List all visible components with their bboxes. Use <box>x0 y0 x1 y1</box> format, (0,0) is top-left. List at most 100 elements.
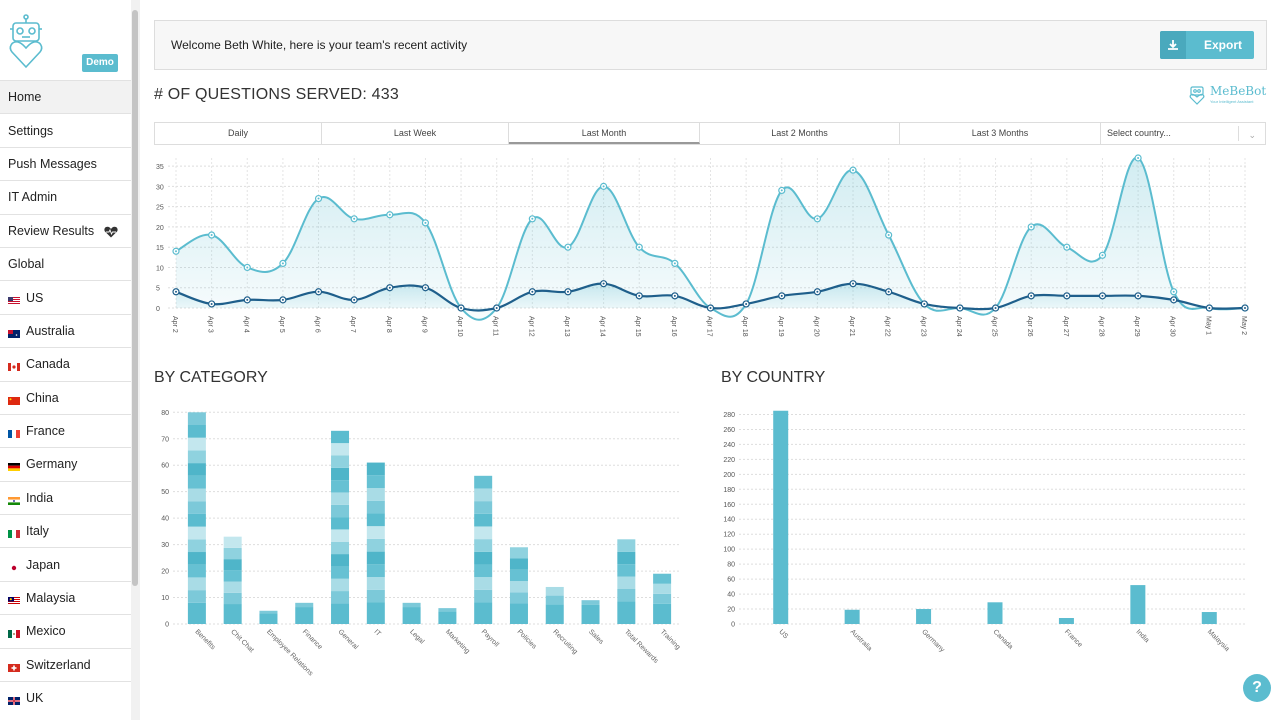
bar-segment <box>474 513 493 527</box>
data-point-dot <box>602 282 605 285</box>
tab-daily[interactable]: Daily <box>155 123 322 144</box>
sidebar-item-australia[interactable]: Australia <box>0 313 131 347</box>
y-tick-label: 60 <box>161 463 169 470</box>
sidebar-scrollbar-thumb[interactable] <box>132 10 138 586</box>
sidebar-item-us[interactable]: US <box>0 280 131 313</box>
sidebar-item-review-results[interactable]: Review Results <box>0 213 131 247</box>
bar-segment <box>581 600 600 605</box>
sidebar-item-home[interactable]: Home <box>0 80 131 114</box>
data-point-dot <box>1172 298 1175 301</box>
tab-last-month[interactable]: Last Month <box>509 123 700 144</box>
export-button[interactable]: Export <box>1160 31 1254 59</box>
data-point-dot <box>852 169 855 172</box>
sidebar-item-mexico[interactable]: Mexico <box>0 614 131 647</box>
x-tick-label: France <box>1063 628 1083 648</box>
x-tick-label: Benefits <box>193 628 216 651</box>
sidebar-item-switzerland[interactable]: Switzerland <box>0 647 131 681</box>
bar-segment <box>617 551 636 565</box>
sidebar-item-malaysia[interactable]: Malaysia <box>0 580 131 614</box>
bar-segment <box>187 463 206 476</box>
robot-heart-logo[interactable] <box>8 14 44 70</box>
sidebar-item-france[interactable]: France <box>0 413 131 447</box>
x-tick-label: Policies <box>516 628 538 650</box>
bar-segment <box>295 602 314 608</box>
bar-segment <box>402 607 421 624</box>
sidebar-item-india[interactable]: India <box>0 480 131 514</box>
x-tick-label: Apr 22 <box>884 316 891 337</box>
heart-pulse-icon <box>104 226 118 238</box>
bar-segment <box>366 602 385 624</box>
sidebar-item-italy[interactable]: Italy <box>0 514 131 547</box>
india-flag-icon <box>8 494 20 505</box>
x-tick-label: Apr 4 <box>242 316 249 333</box>
data-point-dot <box>388 213 391 216</box>
help-button[interactable]: ? <box>1243 674 1271 702</box>
x-tick-label: Payroll <box>480 628 500 648</box>
data-point-dot <box>816 217 819 220</box>
bar-segment <box>617 539 636 552</box>
x-tick-label: Apr 12 <box>527 316 534 337</box>
sidebar-item-germany[interactable]: Germany <box>0 447 131 480</box>
data-point-dot <box>566 246 569 249</box>
x-tick-label: Apr 6 <box>314 316 321 333</box>
x-tick-label: May 2 <box>1240 316 1247 335</box>
tab-last-3-months[interactable]: Last 3 Months <box>900 123 1101 144</box>
sidebar-item-label: Canada <box>26 357 70 372</box>
x-tick-label: IT <box>372 628 382 638</box>
x-tick-label: Apr 9 <box>420 316 427 333</box>
date-range-tabs: Daily Last Week Last Month Last 2 Months Las… <box>154 122 1266 145</box>
data-point-dot <box>531 290 534 293</box>
bar-segment <box>474 526 493 540</box>
sidebar-item-label: Malaysia <box>26 591 76 606</box>
category-section-title: BY CATEGORY <box>154 369 268 386</box>
bar-segment <box>617 588 636 602</box>
sidebar-item-canada[interactable]: Canada <box>0 347 131 380</box>
y-tick-label: 40 <box>727 592 735 599</box>
bar <box>987 602 1003 624</box>
data-point-dot <box>424 221 427 224</box>
data-point-dot <box>566 290 569 293</box>
bar <box>581 600 600 624</box>
bar-segment <box>545 586 564 596</box>
bar <box>1058 618 1074 624</box>
x-tick-label: Malaysia <box>1206 628 1231 653</box>
sidebar-item-it-admin[interactable]: IT Admin <box>0 180 131 213</box>
x-tick-label: Apr 2 <box>171 316 178 333</box>
y-tick-label: 80 <box>727 562 735 569</box>
x-tick-label: Apr 15 <box>634 316 641 337</box>
sidebar-item-japan[interactable]: Japan <box>0 547 131 580</box>
bar <box>1130 585 1146 624</box>
france-flag-icon <box>8 427 20 439</box>
tab-last-2-months[interactable]: Last 2 Months <box>700 123 900 144</box>
bar <box>259 610 278 624</box>
bar-segment <box>366 551 385 565</box>
data-point-dot <box>638 294 641 297</box>
demo-badge: Demo <box>82 54 118 72</box>
y-tick-label: 5 <box>156 286 160 293</box>
sidebar-item-label: Review Results <box>8 223 95 238</box>
sidebar-item-push-messages[interactable]: Push Messages <box>0 146 131 180</box>
bar-segment <box>331 578 350 592</box>
tab-last-week[interactable]: Last Week <box>322 123 509 144</box>
australia-flag-icon <box>8 327 20 338</box>
x-tick-label: Apr 3 <box>207 316 214 333</box>
x-tick-label: May 1 <box>1204 316 1211 335</box>
series-area <box>176 283 1245 311</box>
x-tick-label: Germany <box>920 628 946 654</box>
y-tick-label: 20 <box>161 569 169 576</box>
sidebar-item-global[interactable]: Global <box>0 246 131 280</box>
data-point-dot <box>175 250 177 253</box>
sidebar-item-settings[interactable]: Settings <box>0 113 131 146</box>
bar <box>916 609 932 624</box>
sidebar-item-china[interactable]: China <box>0 380 131 414</box>
data-point-dot <box>709 307 712 309</box>
data-point-dot <box>1030 294 1033 297</box>
sidebar-item-uk[interactable]: UK <box>0 681 131 714</box>
y-tick-label: 50 <box>161 489 169 496</box>
x-tick-label: Apr 20 <box>812 316 819 337</box>
data-point-dot <box>1137 157 1140 159</box>
y-tick-label: 180 <box>723 487 735 494</box>
bar-segment <box>187 564 206 578</box>
welcome-text: Welcome Beth White, here is your team's … <box>171 38 468 52</box>
country-select[interactable]: Select country... ⌄ <box>1101 123 1265 144</box>
